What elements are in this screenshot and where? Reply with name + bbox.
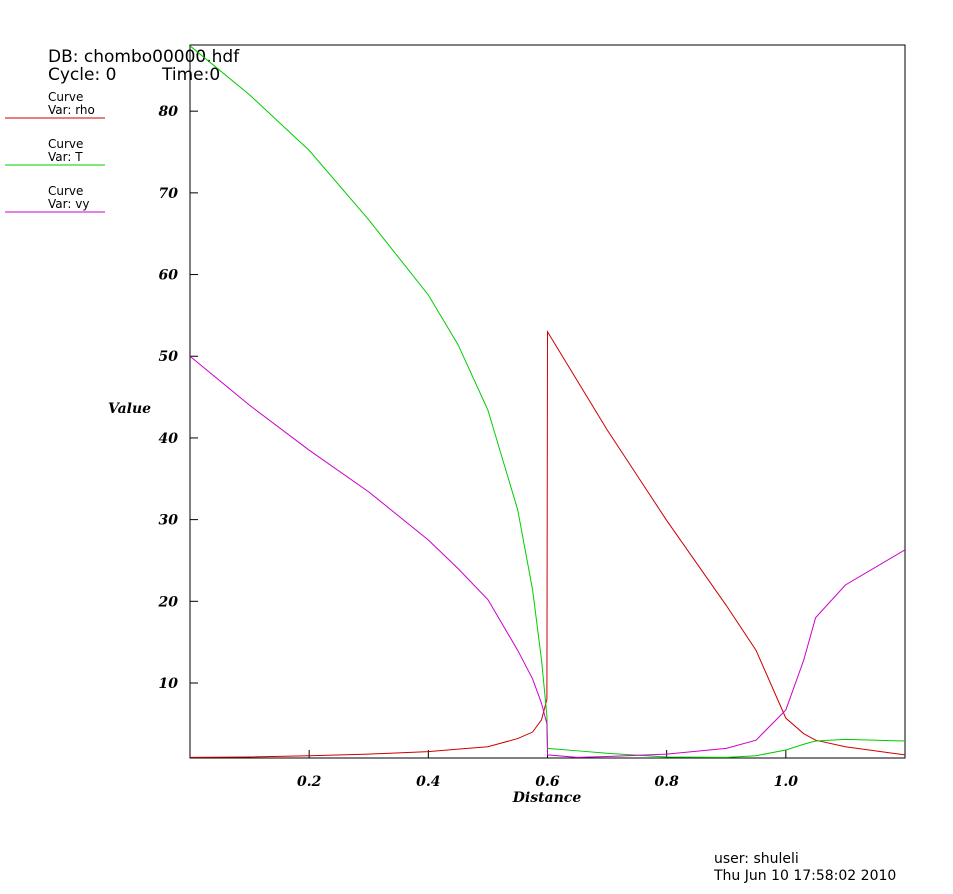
legend-label: Curve [48,90,83,104]
legend-label: Curve [48,137,83,151]
y-tick-label: 40 [159,431,179,447]
x-axis-label: Distance [512,790,582,806]
y-tick-label: 80 [159,104,179,120]
y-tick-label: 30 [159,513,179,529]
legend-name: Var: rho [48,103,95,117]
plot-area [190,45,905,758]
db-label: DB: chombo00000.hdf [48,47,240,67]
y-tick-label: 50 [159,349,179,365]
cycle-label: Cycle: 0 [48,65,116,85]
x-tick-label: 1.0 [774,774,799,790]
series-line [190,329,905,758]
x-tick-label: 0.6 [535,774,560,790]
x-tick-label: 0.4 [416,774,440,790]
y-tick-label: 20 [158,594,179,610]
x-tick-label: 0.8 [654,774,679,790]
date-label: Thu Jun 10 17:58:02 2010 [713,868,896,884]
y-axis-label: Value [108,401,151,417]
user-label: user: shuleli [714,851,799,867]
y-tick-label: 70 [159,186,179,202]
legend-label: Curve [48,184,83,198]
time-label: Time:0 [161,65,220,85]
legend-name: Var: vy [48,197,89,211]
x-tick-label: 0.2 [297,774,322,790]
y-tick-label: 10 [159,676,179,692]
y-tick-label: 60 [159,268,179,284]
series-line [190,355,905,758]
legend-name: Var: T [48,150,83,164]
